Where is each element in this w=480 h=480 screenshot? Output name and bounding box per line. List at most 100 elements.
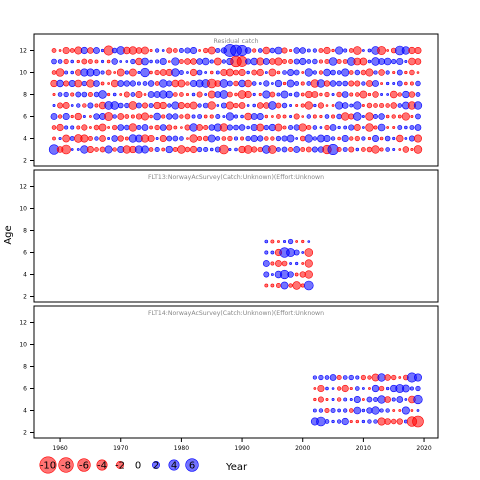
residual-point — [233, 124, 239, 131]
residual-point — [201, 57, 210, 66]
residual-point — [93, 80, 100, 87]
residual-point — [165, 90, 173, 99]
legend-title: Year — [225, 462, 248, 473]
x-tick-label: 1990 — [234, 445, 249, 452]
residual-point — [82, 115, 86, 119]
residual-point — [81, 124, 88, 131]
residual-point — [61, 144, 71, 155]
residual-point — [304, 68, 313, 77]
residual-point — [128, 68, 137, 77]
residual-point — [316, 79, 326, 88]
residual-point — [50, 113, 58, 120]
residual-point — [385, 147, 390, 152]
residual-point — [300, 103, 305, 108]
residual-point — [184, 113, 191, 120]
residual-point — [384, 374, 391, 381]
residual-point — [377, 373, 386, 382]
x-tick-label: 2000 — [295, 445, 310, 452]
residual-point — [76, 59, 80, 64]
residual-point — [319, 92, 323, 97]
y-tick-label: 12 — [19, 320, 27, 327]
residual-point — [177, 102, 185, 109]
residual-point — [301, 115, 305, 118]
residual-point — [264, 114, 269, 119]
residual-point — [343, 48, 348, 53]
residual-point — [179, 92, 184, 97]
residual-point — [329, 374, 337, 381]
residual-point — [404, 81, 408, 86]
y-tick-label: 12 — [19, 48, 27, 55]
residual-point — [52, 93, 56, 96]
residual-point — [293, 249, 300, 256]
residual-point — [166, 80, 173, 87]
residual-point — [207, 134, 216, 143]
residual-point — [185, 81, 190, 86]
residual-point — [355, 419, 360, 424]
residual-point — [348, 48, 354, 53]
residual-point — [233, 69, 239, 76]
residual-point — [117, 80, 125, 87]
residual-point — [238, 102, 246, 109]
residual-point — [361, 147, 366, 152]
residual-point — [353, 101, 362, 110]
residual-point — [213, 57, 222, 66]
residual-point — [70, 114, 74, 119]
residual-point — [225, 101, 234, 110]
residual-point — [288, 124, 294, 131]
residual-point — [331, 419, 335, 424]
residual-point — [136, 125, 142, 130]
residual-point — [324, 91, 330, 98]
residual-point — [186, 137, 189, 140]
residual-point — [408, 46, 416, 55]
residual-point — [318, 374, 324, 381]
legend-marker — [152, 461, 160, 469]
residual-point — [342, 147, 348, 152]
residual-point — [371, 384, 380, 393]
residual-point — [216, 104, 220, 107]
residual-point — [159, 69, 167, 76]
residual-point — [317, 384, 325, 393]
residual-point — [325, 386, 329, 391]
residual-point — [318, 48, 324, 53]
residual-point — [269, 91, 276, 98]
residual-point — [233, 114, 239, 119]
residual-point — [367, 375, 372, 380]
residual-point — [220, 102, 227, 109]
residual-point — [166, 124, 173, 131]
residual-point — [215, 70, 220, 75]
residual-point — [378, 69, 385, 76]
residual-point — [117, 124, 125, 131]
residual-point — [250, 134, 258, 143]
residual-point — [75, 91, 82, 98]
residual-point — [341, 91, 349, 98]
residual-point — [94, 103, 99, 108]
residual-point — [271, 82, 274, 85]
residual-point — [293, 91, 300, 98]
residual-point — [56, 79, 64, 88]
residual-point — [391, 374, 397, 381]
residual-point — [167, 60, 171, 63]
residual-point — [348, 374, 354, 381]
residual-point — [111, 135, 118, 142]
residual-point — [268, 101, 277, 110]
residual-point — [177, 79, 186, 88]
residual-point — [355, 147, 360, 152]
residual-point — [87, 102, 94, 109]
residual-point — [159, 124, 167, 131]
residual-point — [270, 239, 275, 244]
residual-point — [361, 398, 365, 401]
residual-point — [281, 146, 288, 153]
residual-point — [142, 102, 148, 109]
residual-point — [313, 397, 317, 402]
residual-point — [203, 114, 208, 119]
residual-point — [306, 81, 312, 86]
residual-point — [307, 240, 311, 243]
residual-point — [136, 102, 142, 109]
residual-point — [155, 48, 160, 53]
residual-point — [313, 387, 317, 390]
residual-point — [353, 124, 361, 131]
residual-point — [305, 146, 312, 153]
residual-point — [336, 147, 342, 152]
residual-point — [380, 82, 384, 85]
residual-point — [93, 47, 100, 54]
